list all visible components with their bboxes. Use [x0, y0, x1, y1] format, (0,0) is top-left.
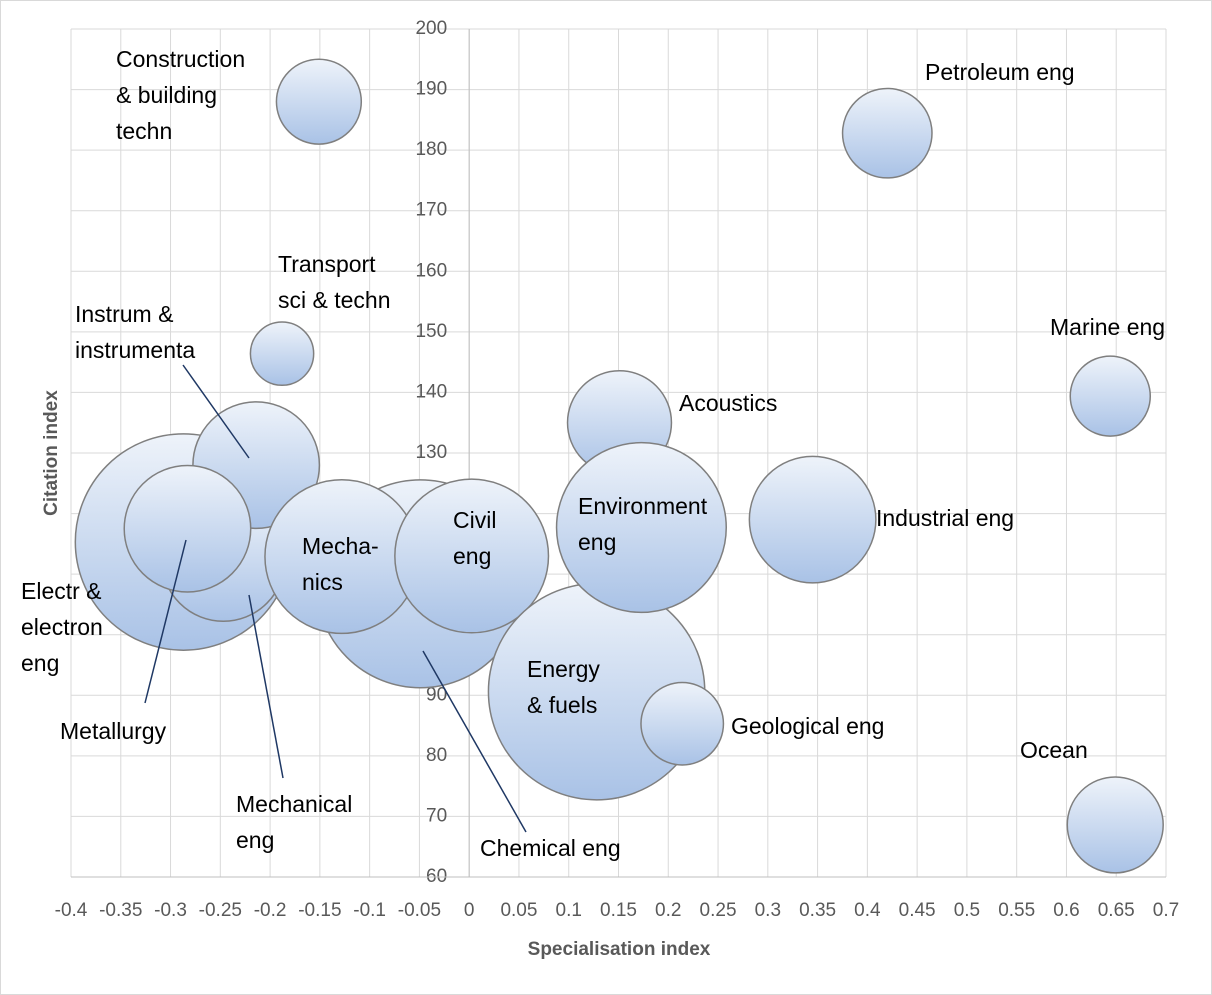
point-label: techn — [116, 118, 172, 144]
x-tick-label: 0.2 — [655, 900, 681, 921]
point-label: & fuels — [527, 692, 597, 718]
x-axis-title: Specialisation index — [528, 939, 711, 960]
y-tick-label: 150 — [415, 321, 447, 342]
point-label: & building — [116, 82, 217, 108]
x-tick-label: -0.25 — [199, 900, 242, 921]
bubble — [555, 441, 727, 614]
bubble — [748, 455, 877, 584]
x-tick-label: -0.2 — [254, 900, 287, 921]
x-tick-label: -0.4 — [55, 900, 88, 921]
point-label: Mechanical — [236, 791, 352, 817]
x-tick-label: 0.6 — [1053, 900, 1079, 921]
x-tick-label: -0.35 — [99, 900, 142, 921]
point-label: instrumenta — [75, 337, 195, 363]
point-label: Marine eng — [1050, 314, 1165, 340]
bubble — [1066, 776, 1164, 874]
point-label: nics — [302, 569, 343, 595]
point-label: Industrial eng — [876, 505, 1014, 531]
point-label: eng — [578, 529, 616, 555]
x-tick-label: 0 — [464, 900, 475, 921]
y-tick-label: 80 — [426, 745, 447, 766]
point-label: Ocean — [1020, 737, 1088, 763]
x-tick-label: -0.1 — [353, 900, 386, 921]
y-tick-label: 190 — [415, 79, 447, 100]
x-tick-label: 0.15 — [600, 900, 637, 921]
point-label: Environment — [578, 493, 708, 519]
y-tick-label: 90 — [426, 684, 447, 705]
x-tick-label: 0.7 — [1153, 900, 1179, 921]
x-tick-label: 0.25 — [700, 900, 737, 921]
point-label: Construction — [116, 46, 245, 72]
y-tick-label: 200 — [415, 18, 447, 39]
y-tick-label: 130 — [415, 442, 447, 463]
point-label: Mecha- — [302, 533, 379, 559]
point-label: Energy — [527, 656, 600, 682]
point-label: Electr & — [21, 578, 102, 604]
x-tick-label: 0.35 — [799, 900, 836, 921]
y-tick-label: 170 — [415, 200, 447, 221]
point-label: Transport — [278, 251, 376, 277]
bubble — [394, 478, 550, 634]
leader-line — [422, 650, 527, 833]
bubbles — [74, 58, 1164, 874]
y-axis-title: Citation index — [41, 390, 62, 516]
x-tick-label: 0.45 — [899, 900, 936, 921]
bubble — [123, 464, 252, 593]
point-label: eng — [453, 543, 491, 569]
x-tick-label: -0.3 — [154, 900, 187, 921]
leader-line — [182, 364, 250, 459]
leader-line — [144, 539, 187, 704]
point-label: Metallurgy — [60, 718, 167, 744]
bubble — [841, 87, 933, 179]
x-tick-label: 0.4 — [854, 900, 881, 921]
point-label: eng — [236, 827, 274, 853]
x-tick-label: -0.15 — [298, 900, 341, 921]
x-tick-label: 0.05 — [500, 900, 537, 921]
y-tick-label: 180 — [415, 139, 447, 160]
x-tick-label: 0.3 — [755, 900, 781, 921]
x-tick-label: -0.05 — [398, 900, 441, 921]
x-tick-label: 0.65 — [1098, 900, 1135, 921]
y-tick-label: 70 — [426, 805, 447, 826]
point-label: Petroleum eng — [925, 59, 1075, 85]
y-tick-label: 160 — [415, 260, 447, 281]
x-tick-label: 0.5 — [954, 900, 980, 921]
point-label: eng — [21, 650, 59, 676]
labels: Electr & electron eng Mechanical eng Instrum … — [21, 46, 1165, 861]
point-label: Chemical eng — [480, 835, 621, 861]
bubble — [275, 58, 363, 145]
x-tick-label: 0.1 — [556, 900, 582, 921]
leader-line — [248, 594, 284, 779]
bubble — [1069, 355, 1152, 437]
point-label: sci & techn — [278, 287, 391, 313]
point-label: Acoustics — [679, 390, 777, 416]
point-label: Instrum & — [75, 301, 173, 327]
point-label: electron — [21, 614, 103, 640]
bubble — [249, 321, 315, 387]
point-label: Civil — [453, 507, 496, 533]
point-label: Geological eng — [731, 713, 884, 739]
bubble — [640, 681, 725, 766]
y-tick-label: 140 — [415, 381, 447, 402]
x-tick-label: 0.55 — [998, 900, 1035, 921]
